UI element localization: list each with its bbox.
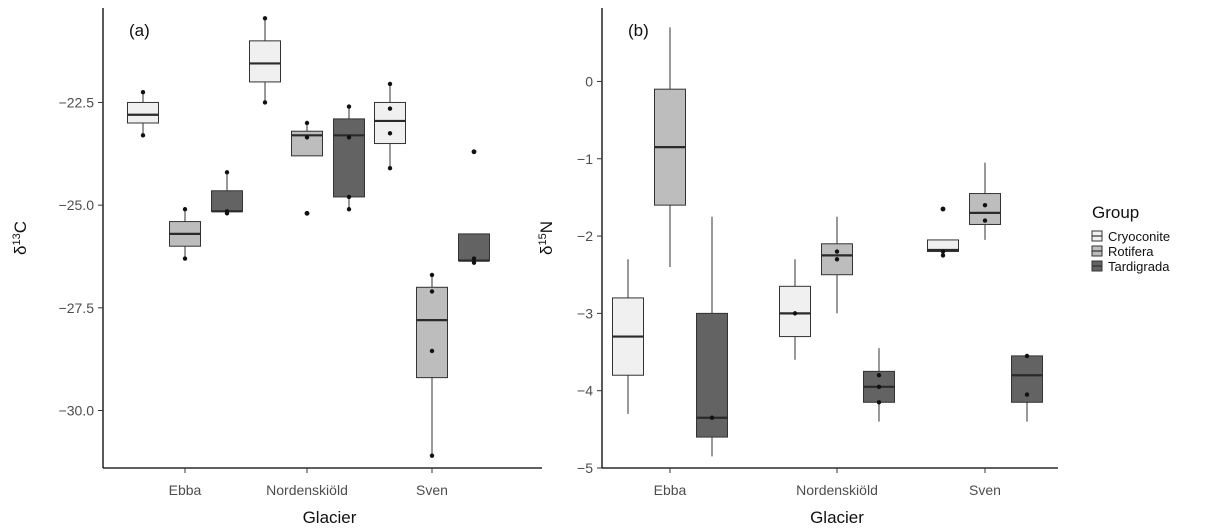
data-point [429, 453, 435, 458]
y-tick-label: −30.0 [59, 403, 95, 419]
x-tick-label: Ebba [169, 482, 202, 498]
data-point [262, 100, 268, 105]
y-axis-title: δ15N [537, 221, 556, 255]
box-cryoconite-sven [927, 206, 959, 258]
y-tick-label: −3 [577, 305, 593, 321]
x-tick-label: Sven [969, 482, 1001, 498]
y-tick-label: −4 [577, 383, 593, 399]
x-tick-label: Nordenskiöld [796, 482, 878, 498]
box-iqr [211, 190, 243, 212]
legend-label: Tardigrada [1108, 259, 1170, 274]
data-point [346, 104, 352, 109]
box-rotifera-nordenskiöld [291, 120, 323, 216]
box-rotifera-ebba [169, 207, 201, 261]
y-axis-title: δ13C [11, 221, 30, 255]
y-tick-label: −25.0 [59, 197, 95, 213]
data-point [429, 272, 435, 278]
box-iqr [416, 286, 448, 379]
data-point [792, 311, 798, 316]
box-iqr [458, 233, 490, 262]
box-cryoconite-ebba [612, 259, 644, 414]
x-axis-title: Glacier [810, 508, 864, 527]
data-point [387, 165, 393, 171]
legend-label: Rotifera [1108, 244, 1154, 259]
box-cryoconite-nordenskiöld [779, 259, 811, 360]
data-point [429, 289, 435, 294]
legend-item-tardigrada: Tardigrada [1091, 259, 1170, 274]
data-point [429, 348, 435, 354]
panel-b: 0 −1 −2 −3 −4 −5 Ebba Nordenskiöld Sven Glacier δ1… [537, 8, 1058, 527]
y-tick-label: 0 [585, 73, 593, 89]
box-iqr [333, 118, 365, 198]
data-point [876, 373, 882, 378]
box-tardigrada-ebba [211, 170, 243, 216]
data-point [982, 202, 988, 208]
data-point [940, 206, 946, 212]
box-cryoconite-ebba [127, 89, 159, 138]
box-cryoconite-sven [374, 81, 406, 171]
data-point [982, 218, 988, 223]
data-point [182, 207, 188, 212]
y-tick-label: −27.5 [59, 300, 95, 316]
data-point [346, 135, 352, 140]
data-point [140, 89, 146, 95]
data-point [834, 249, 840, 254]
data-point [471, 260, 477, 265]
data-point [304, 120, 310, 126]
legend-item-rotifera: Rotifera [1091, 244, 1154, 259]
data-point [140, 133, 146, 138]
data-point [304, 211, 310, 216]
data-point [876, 400, 882, 405]
y-tick-label: −2 [577, 228, 593, 244]
panel-label: (b) [628, 21, 649, 40]
box-tardigrada-nordenskiöld [333, 104, 365, 212]
data-point [471, 256, 477, 261]
data-point [387, 106, 393, 111]
box-tardigrada-sven [458, 149, 490, 265]
data-point [346, 207, 352, 212]
data-point [304, 135, 310, 140]
box-rotifera-sven [969, 162, 1001, 240]
data-point [262, 16, 268, 21]
data-point [471, 149, 477, 154]
legend-title: Group [1092, 203, 1139, 222]
box-rotifera-ebba [654, 27, 686, 267]
data-point [224, 170, 230, 175]
y-tick-label: −1 [577, 151, 593, 167]
box-rotifera-sven [416, 272, 448, 458]
box-rotifera-nordenskiöld [821, 216, 853, 314]
data-point [709, 415, 715, 420]
x-tick-label: Nordenskiöld [266, 482, 348, 498]
box-cryoconite-nordenskiöld [249, 16, 281, 105]
legend-label: Cryoconite [1108, 229, 1170, 244]
data-point [182, 256, 188, 261]
data-point [1024, 353, 1030, 359]
data-point [387, 81, 393, 87]
x-tick-label: Sven [416, 482, 448, 498]
panel-label: (a) [129, 21, 150, 40]
y-tick-label: −22.5 [59, 94, 95, 110]
data-point [876, 384, 882, 390]
box-tardigrada-nordenskiöld [863, 348, 895, 422]
box-tardigrada-sven [1011, 353, 1043, 422]
data-point [346, 194, 352, 200]
data-point [1024, 392, 1030, 397]
data-point [940, 253, 946, 258]
x-axis-title: Glacier [303, 508, 357, 527]
box-iqr [249, 40, 281, 83]
data-point [224, 211, 230, 216]
panel-a: −22.5 −25.0 −27.5 −30.0 Ebba Nordenskiöld Sven… [11, 8, 542, 527]
y-tick-label: −5 [577, 460, 593, 476]
data-point [940, 249, 946, 254]
data-point [834, 257, 840, 262]
box-tardigrada-ebba [696, 216, 728, 457]
legend-item-cryoconite: Cryoconite [1091, 229, 1170, 244]
data-point [387, 131, 393, 136]
box-iqr [127, 101, 159, 124]
x-tick-label: Ebba [654, 482, 687, 498]
